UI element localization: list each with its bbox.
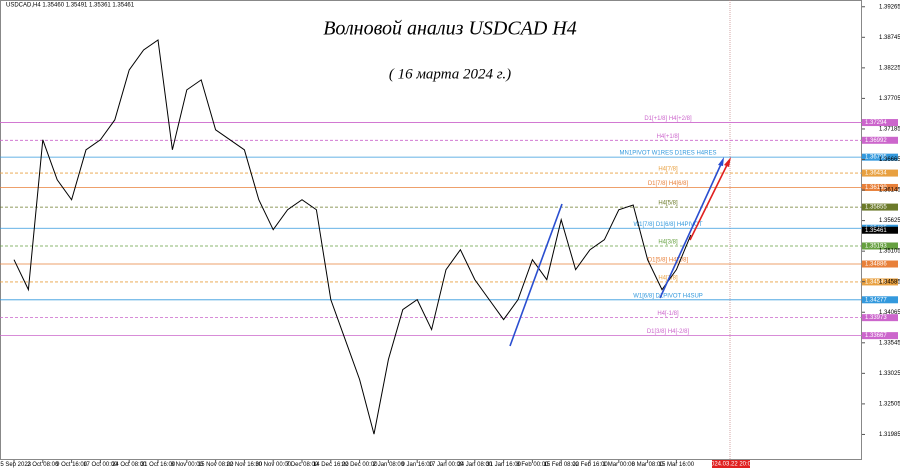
level-label: H4[3/8] [658,240,678,246]
level-price: 1.36992 [865,138,887,144]
arrow-head [724,157,731,167]
level-price: 1.35855 [865,205,887,211]
level-label: H4[+1/8] [657,134,680,140]
y-tick-label: 1.39265 [879,4,900,10]
level-price-box [862,183,898,191]
level-price: 1.34581 [865,280,887,286]
level-label: MN1PIVOT W1RES D1RES H4RES [620,151,717,157]
axes: 1.39265 1.38745 1.38225 1.37705 1.37185 1.366… [0,4,900,468]
level-price-box [862,278,898,286]
level-price-box [862,260,898,268]
level-price: 1.36434 [865,171,887,177]
level-label: W1[7/8] D1[6/8] H4PIVOT [633,222,702,228]
x-tick-label: 15 Mar 16:00 [659,462,695,468]
level-label: H4[7/8] [658,167,678,173]
y-tick-label: 1.34585 [879,279,900,285]
last-price-box [862,226,898,234]
x-tick-label: 22 Dec 00:00 [342,462,378,468]
levels: D1[+1/8] H4[+2/8] 1.37294 H4[+1/8] 1.36992 M… [0,116,898,339]
level-price: 1.33973 [865,315,887,321]
y-tick-label: 1.31985 [879,432,900,438]
level-price-box [862,296,898,304]
x-tick-label: 22 Nov 16:00 [227,462,263,468]
series [13,39,692,435]
chart-title: Волновой анализ USDCAD H4 [323,18,577,40]
y-tick-label: 1.33025 [879,371,900,377]
x-tick-label: 25 Sep 2023 [0,462,32,468]
y-tick-label: 1.32505 [879,401,900,407]
level-label: D1[5/8] H4[2/8] [648,258,689,264]
x-tick-label: 31 Jan 16:00 [486,462,521,468]
forecast-line [689,162,729,241]
level-label: D1[3/8] H4[-2/8] [647,329,690,335]
x-tick-label: 17 Oct 00:00 [83,462,118,468]
level-price: 1.35193 [865,244,887,250]
y-tick-label: 1.36665 [879,157,900,163]
level-label: H4[-1/8] [657,311,679,317]
level-price: 1.37294 [865,120,887,126]
level-price-box [862,203,898,211]
x-tick-label: 2 Jan 08:00 [373,462,405,468]
plot-frame [0,0,862,460]
level-price-box [862,242,898,250]
level-price-box [862,136,898,144]
cursor-box [712,460,750,468]
x-tick-label: 8 Nov 00:00 [171,462,204,468]
x-tick-label: 31 Oct 16:00 [141,462,176,468]
y-tick-label: 1.35105 [879,249,900,255]
x-tick-label: 9 Oct 16:00 [56,462,88,468]
wave-line [509,203,563,347]
wave-markup [509,157,731,347]
level-label: D1[+1/8] H4[+2/8] [644,116,692,122]
y-tick-label: 1.38745 [879,35,900,41]
level-price: 1.36189 [865,185,887,191]
level-label: W1[6/8] D1PIVOT H4SUP [633,293,703,299]
level-price: 1.34277 [865,297,887,303]
y-tick-label: 1.36145 [879,188,900,194]
level-price: 1.36705 [865,155,887,161]
x-tick-label: 15 Nov 08:00 [198,462,234,468]
wave-line [659,161,723,299]
level-price: 1.33667 [865,333,887,339]
level-price-box [862,169,898,177]
y-tick-label: 1.38225 [879,65,900,71]
level-price-box [862,119,898,127]
x-tick-label: 24 Oct 08:00 [112,462,147,468]
x-tick-label: 30 Nov 00:00 [255,462,291,468]
x-tick-label: 24 Jan 08:00 [457,462,492,468]
header: USDCAD,H4 1.35460 1.35491 1.35361 1.3546… [6,3,135,9]
y-tick-label: 1.33545 [879,340,900,346]
x-tick-label: 14 Dec 16:00 [313,462,349,468]
x-tick-label: 9 Jan 16:00 [402,462,434,468]
level-label: H4[5/8] [658,201,678,207]
cursor-time: 2024.03.22 20:00 [708,462,755,468]
level-label: D1[7/8] H4[6/8] [648,181,689,187]
y-tick-label: 1.35625 [879,218,900,224]
y-tick-label: 1.37185 [879,127,900,133]
y-tick-label: 1.34065 [879,310,900,316]
level-price-box [862,332,898,340]
last-price: 1.35461 [865,228,887,234]
chart-subtitle: ( 16 марта 2024 г.) [389,66,511,82]
x-tick-label: 8 Mar 08:00 [632,462,665,468]
level-price-box [862,153,898,161]
x-tick-label: 22 Feb 16:00 [572,462,608,468]
level-price-box [862,314,898,322]
arrow-head [718,157,724,166]
x-tick-label: 1 Mar 00:00 [603,462,636,468]
y-tick-label: 1.37705 [879,96,900,102]
price-line [13,39,692,435]
x-tick-label: 17 Jan 00:00 [429,462,464,468]
x-tick-label: 8 Feb 00:00 [516,462,549,468]
x-tick-label: 7 Dec 08:00 [286,462,319,468]
level-price: 1.34886 [865,262,887,268]
x-tick-label: 2 Oct 08:00 [27,462,59,468]
x-tick-label: 15 Feb 08:00 [544,462,580,468]
